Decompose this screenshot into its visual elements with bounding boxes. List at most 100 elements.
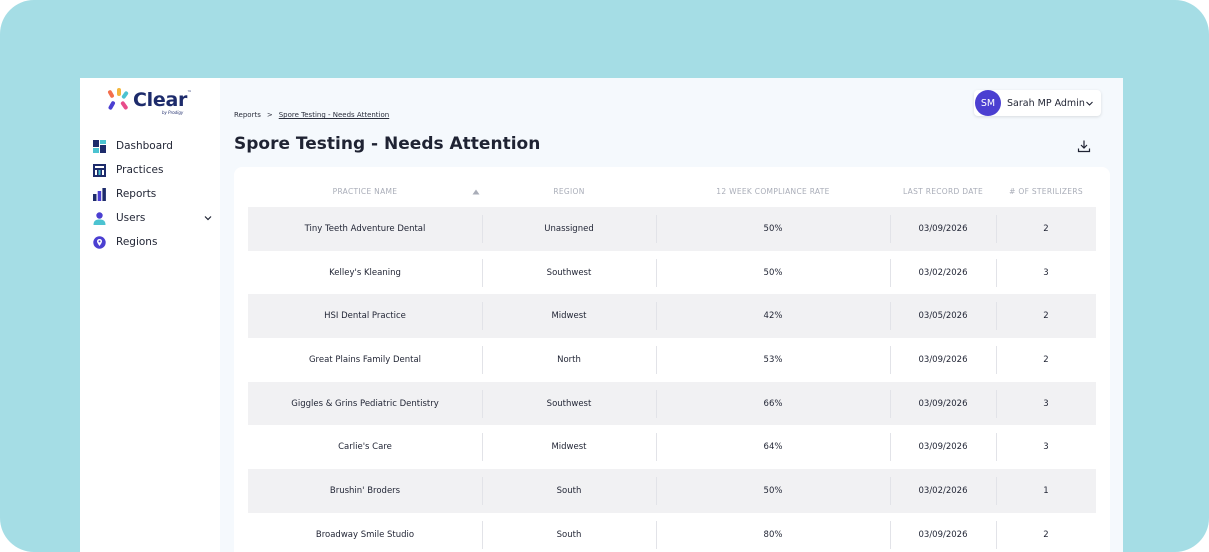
cell-practice-name: Tiny Teeth Adventure Dental xyxy=(304,223,426,234)
chevron-down-icon[interactable] xyxy=(203,213,213,223)
breadcrumb-current[interactable]: Spore Testing - Needs Attention xyxy=(278,111,390,119)
user-name: Sarah MP Admin xyxy=(1007,97,1085,109)
column-divider xyxy=(656,389,657,418)
practices-icon xyxy=(93,163,106,177)
column-divider xyxy=(482,433,483,462)
brand-name: Clear xyxy=(133,89,188,111)
sidebar-item-dashboard[interactable]: Dashboard xyxy=(93,134,213,158)
cell-region: Midwest xyxy=(551,311,587,322)
column-divider xyxy=(996,520,997,549)
cell-region: South xyxy=(556,485,582,496)
column-divider xyxy=(996,433,997,462)
report-table-card: Practice Name Region 12 Week Compliance … xyxy=(234,167,1110,552)
sidebar-item-reports[interactable]: Reports xyxy=(93,182,213,206)
table-row[interactable]: HSI Dental Practice Midwest 42% 03/05/2026 2 xyxy=(248,294,1096,339)
table-row[interactable]: Carlie's Care Midwest 64% 03/09/2026 3 xyxy=(248,425,1096,469)
cell-sterilizers: 2 xyxy=(1043,354,1049,365)
sidebar-item-regions[interactable]: Regions xyxy=(93,230,213,254)
table-row[interactable]: Tiny Teeth Adventure Dental Unassigned 50%… xyxy=(248,207,1096,251)
cell-compliance-rate: 53% xyxy=(763,354,783,365)
page-title: Spore Testing - Needs Attention xyxy=(234,134,541,154)
cell-sterilizers: 3 xyxy=(1043,267,1049,278)
cell-region: North xyxy=(557,354,581,365)
breadcrumb-separator: > xyxy=(266,111,273,119)
column-divider xyxy=(996,477,997,506)
column-divider xyxy=(890,389,891,418)
breadcrumb-root[interactable]: Reports xyxy=(234,111,261,119)
sidebar-item-label: Dashboard xyxy=(116,140,173,152)
sidebar-item-practices[interactable]: Practices xyxy=(93,158,213,182)
brand-trademark: ™ xyxy=(187,90,192,96)
column-divider xyxy=(656,433,657,462)
column-divider xyxy=(656,258,657,287)
column-header-sterilizers[interactable]: # of Sterilizers xyxy=(1009,187,1083,196)
sidebar-item-label: Practices xyxy=(116,164,164,176)
cell-compliance-rate: 64% xyxy=(763,442,783,453)
cell-sterilizers: 2 xyxy=(1043,223,1049,234)
table-row[interactable]: Kelley's Kleaning Southwest 50% 03/02/2026 3 xyxy=(248,251,1096,295)
column-header-region[interactable]: Region xyxy=(553,187,585,196)
sidebar-item-label: Regions xyxy=(116,236,158,248)
sort-ascending-icon[interactable] xyxy=(472,189,480,195)
column-divider xyxy=(656,520,657,549)
column-divider xyxy=(890,302,891,331)
cell-compliance-rate: 66% xyxy=(763,398,783,409)
user-menu[interactable]: SM Sarah MP Admin xyxy=(974,90,1101,116)
download-icon[interactable] xyxy=(1077,139,1091,153)
sidebar-item-users[interactable]: Users xyxy=(93,206,213,230)
cell-compliance-rate: 42% xyxy=(763,311,783,322)
cell-region: Southwest xyxy=(546,267,592,278)
column-divider xyxy=(890,215,891,243)
column-divider xyxy=(996,302,997,331)
cell-region: Unassigned xyxy=(544,223,594,234)
cell-last-record-date: 03/02/2026 xyxy=(918,267,968,278)
chevron-down-icon xyxy=(1086,101,1093,106)
table-row[interactable]: Great Plains Family Dental North 53% 03/09/… xyxy=(248,338,1096,382)
main-content: Reports > Spore Testing - Needs Attentio… xyxy=(220,78,1123,552)
column-divider xyxy=(656,215,657,243)
cell-last-record-date: 03/05/2026 xyxy=(918,311,968,322)
column-header-compliance-rate[interactable]: 12 Week Compliance Rate xyxy=(716,187,830,196)
table-body: Tiny Teeth Adventure Dental Unassigned 50%… xyxy=(248,207,1096,552)
table-row[interactable]: Broadway Smile Studio South 80% 03/09/2026 2 xyxy=(248,513,1096,552)
column-divider xyxy=(656,346,657,375)
cell-practice-name: HSI Dental Practice xyxy=(324,311,406,322)
table-row[interactable]: Giggles & Grins Pediatric Dentistry South… xyxy=(248,381,1096,426)
column-header-practice-name[interactable]: Practice Name xyxy=(332,187,398,196)
cell-practice-name: Broadway Smile Studio xyxy=(315,529,415,540)
column-divider xyxy=(890,433,891,462)
column-divider xyxy=(996,346,997,375)
cell-region: Southwest xyxy=(546,398,592,409)
column-divider xyxy=(996,215,997,243)
cell-compliance-rate: 50% xyxy=(763,223,783,234)
column-divider xyxy=(482,346,483,375)
regions-icon xyxy=(93,235,106,249)
column-divider xyxy=(482,302,483,331)
cell-last-record-date: 03/09/2026 xyxy=(918,223,968,234)
column-header-last-record-date[interactable]: Last Record Date xyxy=(903,187,983,196)
column-divider xyxy=(890,258,891,287)
cell-sterilizers: 2 xyxy=(1043,529,1049,540)
users-icon xyxy=(93,211,106,225)
column-divider xyxy=(996,258,997,287)
column-divider xyxy=(890,346,891,375)
sidebar: Clear ™ by Prodigy Dashboard xyxy=(80,78,220,552)
column-divider xyxy=(890,520,891,549)
column-divider xyxy=(482,477,483,506)
table-row[interactable]: Brushin' Broders South 50% 03/02/2026 1 xyxy=(248,469,1096,513)
brand-subtitle: by Prodigy xyxy=(162,110,184,115)
sidebar-item-label: Users xyxy=(116,212,146,224)
cell-compliance-rate: 50% xyxy=(763,267,783,278)
cell-last-record-date: 03/09/2026 xyxy=(918,398,968,409)
logo[interactable]: Clear ™ by Prodigy xyxy=(107,88,197,118)
column-divider xyxy=(656,302,657,331)
cell-compliance-rate: 50% xyxy=(763,485,783,496)
avatar: SM xyxy=(975,90,1001,116)
cell-sterilizers: 1 xyxy=(1043,485,1049,496)
column-divider xyxy=(482,389,483,418)
breadcrumb: Reports > Spore Testing - Needs Attentio… xyxy=(234,111,389,119)
cell-last-record-date: 03/09/2026 xyxy=(918,529,968,540)
cell-practice-name: Carlie's Care xyxy=(338,442,392,453)
sidebar-item-label: Reports xyxy=(116,188,157,200)
